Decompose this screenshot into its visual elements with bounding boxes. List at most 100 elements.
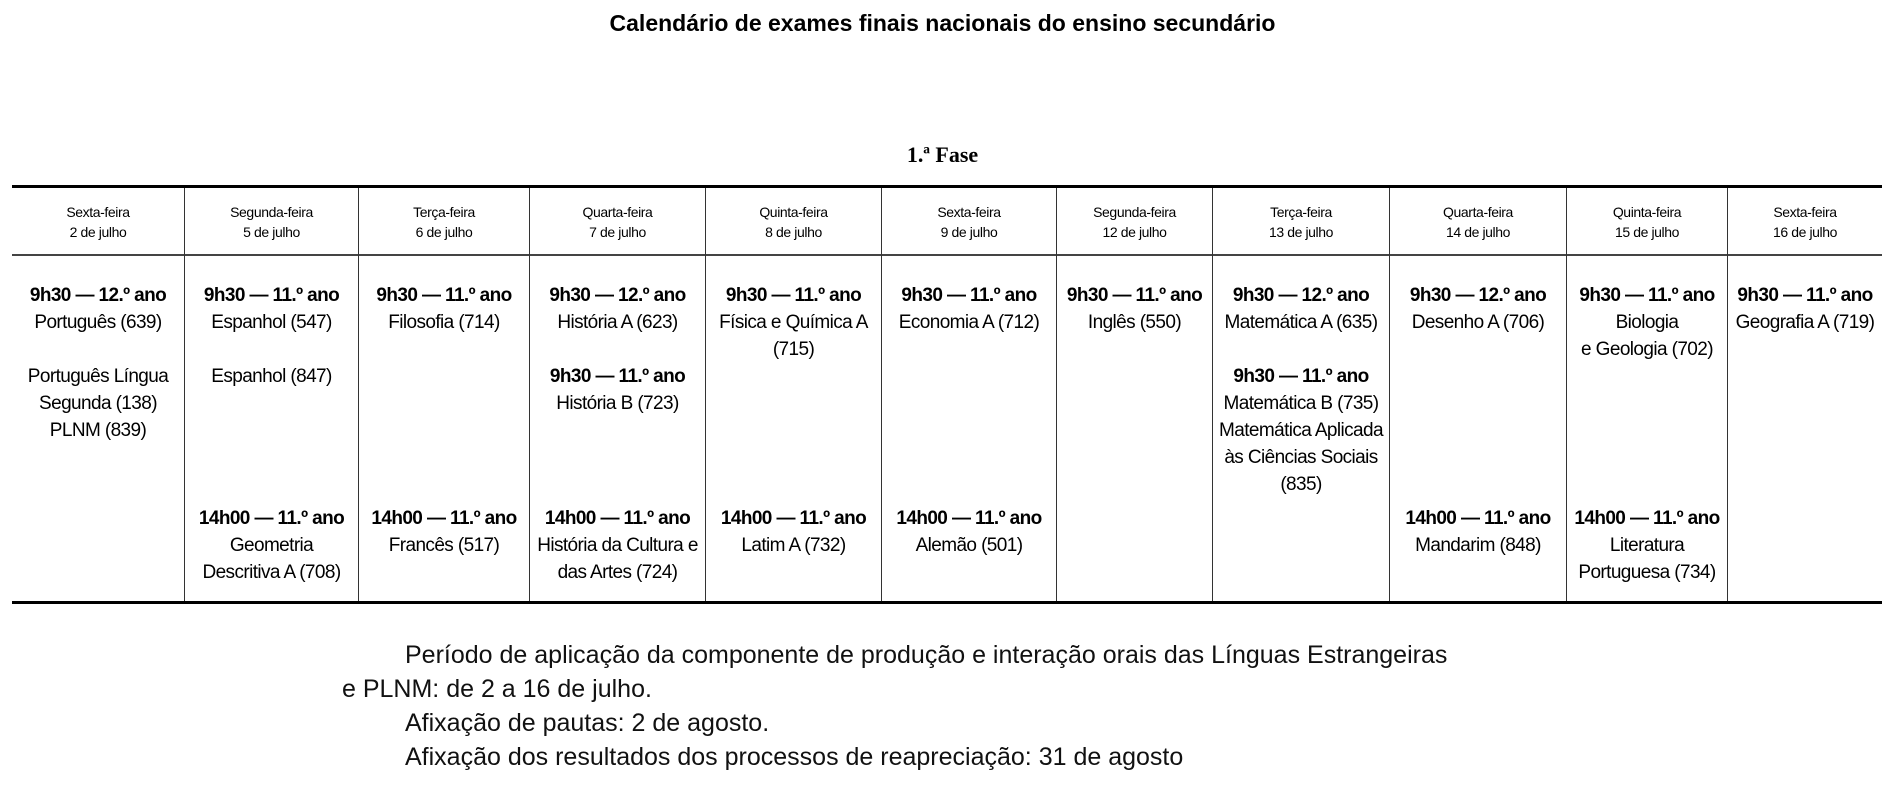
exam-subject: Matemática Aplicada [1219,420,1384,441]
exam-subject: Matemática A (635) [1224,312,1378,333]
morning-exams: 9h30 — 12.º ano Português (639) Português … [12,282,184,444]
exam-subject: Segunda (138) [39,393,158,414]
exam-entry: 9h30 — 12.º ano Português (639) [12,282,184,336]
exam-entry: 9h30 — 11.º ano Matemática B (735) Matemát… [1213,363,1389,498]
exam-subject: História A (623) [557,312,678,333]
day-exams: 9h30 — 11.º ano Física e Química A (715) 14… [706,256,881,596]
exam-entry: Português Língua Segunda (138) PLNM (839) [12,363,184,444]
day-exams: 9h30 — 11.º ano Biologia e Geologia (702) 1… [1567,256,1727,596]
date-label: 16 de julho [1772,224,1838,240]
morning-exams: 9h30 — 12.º ano Matemática A (635) 9h30 — … [1213,282,1389,498]
exam-time: 14h00 — 11.º ano [371,508,517,529]
weekday-label: Quinta-feira [1612,204,1682,220]
date-label: 2 de julho [69,224,127,240]
weekday-label: Terça-feira [1270,204,1332,220]
day-header: Segunda-feira 5 de julho [185,188,358,256]
exam-subject: Mandarim (848) [1415,535,1541,556]
exam-entry: 9h30 — 11.º ano Espanhol (547) [185,282,358,336]
exam-time: 9h30 — 12.º ano [1409,285,1547,306]
exam-time: 14h00 — 11.º ano [720,508,867,529]
exam-subject: e Geologia (702) [1581,339,1714,360]
day-header: Segunda-feira 12 de julho [1057,188,1212,256]
weekday-label: Segunda-feira [1093,204,1176,220]
day-exams: 9h30 — 12.º ano Desenho A (706) 14h00 — 11… [1390,256,1566,596]
weekday-label: Sexta-feira [66,204,130,220]
exam-subject: PLNM (839) [49,420,147,441]
day-column: Terça-feira 6 de julho 9h30 — 11.º ano Filo… [358,188,529,601]
exam-time: 14h00 — 11.º ano [198,508,345,529]
exam-entry: 14h00 — 11.º ano Francês (517) [359,505,529,559]
weekday-label: Segunda-feira [230,204,313,220]
day-column: Quinta-feira 8 de julho 9h30 — 11.º ano Fís… [705,188,881,601]
appeal-results-date: Afixação dos resultados dos processos de… [405,743,1184,771]
exam-subject: Biologia [1615,312,1679,333]
afternoon-exams: 14h00 — 11.º ano Alemão (501) [882,505,1056,559]
exam-entry: 9h30 — 11.º ano Economia A (712) [882,282,1056,336]
weekday-label: Quinta-feira [759,204,828,220]
exam-subject: (835) [1280,474,1322,495]
date-label: 7 de julho [589,224,646,240]
date-label: 12 de julho [1102,224,1167,240]
day-exams: 9h30 — 11.º ano Inglês (550) [1057,256,1212,596]
footer-notes: Período de aplicação da componente de pr… [0,638,1447,774]
exam-subject: Inglês (550) [1087,312,1182,333]
exam-entry: 9h30 — 11.º ano Filosofia (714) [359,282,529,336]
exam-time: 9h30 — 11.º ano [376,285,512,306]
afternoon-exams: 14h00 — 11.º ano Literatura Portuguesa (73… [1567,505,1727,586]
exam-subject: Português (639) [34,312,162,333]
day-column: Sexta-feira 16 de julho 9h30 — 11.º ano Geo… [1727,188,1882,601]
day-column: Terça-feira 13 de julho 9h30 — 12.º ano Mat… [1212,188,1389,601]
exam-entry: 9h30 — 11.º ano História B (723) [530,363,705,417]
exam-subject: das Artes (724) [557,562,678,583]
day-column: Sexta-feira 9 de julho 9h30 — 11.º ano Econ… [881,188,1056,601]
exam-subject: História da Cultura e [537,535,698,556]
day-header: Quinta-feira 8 de julho [706,188,881,256]
date-label: 13 de julho [1268,224,1334,240]
exam-entry: 9h30 — 11.º ano Biologia e Geologia (702) [1567,282,1727,363]
day-column: Segunda-feira 5 de julho 9h30 — 11.º ano Es… [184,188,358,601]
exam-subject: Matemática B (735) [1223,393,1380,414]
exam-entry: 9h30 — 12.º ano Matemática A (635) [1213,282,1389,336]
morning-exams: 9h30 — 11.º ano Biologia e Geologia (702) [1567,282,1727,363]
day-exams: 9h30 — 11.º ano Geografia A (719) [1728,256,1882,596]
morning-exams: 9h30 — 12.º ano História A (623) 9h30 — 11… [530,282,705,417]
exam-entry: 14h00 — 11.º ano Alemão (501) [882,505,1056,559]
weekday-label: Quarta-feira [582,204,653,220]
day-column: Quinta-feira 15 de julho 9h30 — 11.º ano Bi… [1566,188,1727,601]
day-exams: 9h30 — 11.º ano Espanhol (547) Espanhol (8… [185,256,358,596]
exam-entry: 14h00 — 11.º ano História da Cultura e das… [530,505,705,586]
exam-time: 9h30 — 11.º ano [549,366,686,387]
exam-time: 9h30 — 11.º ano [1579,285,1715,306]
exam-entry: 9h30 — 12.º ano Desenho A (706) [1390,282,1566,336]
exam-time: 14h00 — 11.º ano [896,508,1042,529]
exam-subject: Alemão (501) [915,535,1023,556]
exam-subject: Desenho A (706) [1411,312,1545,333]
day-exams: 9h30 — 11.º ano Economia A (712) 14h00 — 1… [882,256,1056,596]
exam-entry: 9h30 — 12.º ano História A (623) [530,282,705,336]
phase-heading: 1.ª Fase [906,142,979,167]
exam-time: 9h30 — 11.º ano [1066,285,1203,306]
exam-time: 14h00 — 11.º ano [1574,508,1720,529]
day-header: Quinta-feira 15 de julho [1567,188,1727,256]
exam-subject: Economia A (712) [898,312,1040,333]
exam-entry: 14h00 — 11.º ano Geometria Descritiva A (7… [185,505,358,586]
day-header: Sexta-feira 16 de julho [1728,188,1882,256]
exam-subject: Espanhol (547) [211,312,332,333]
exam-entry: 9h30 — 11.º ano Geografia A (719) [1728,282,1882,336]
date-label: 15 de julho [1614,224,1680,240]
morning-exams: 9h30 — 11.º ano Geografia A (719) [1728,282,1882,336]
day-header: Terça-feira 13 de julho [1213,188,1389,256]
exam-subject: Geometria [229,535,314,556]
morning-exams: 9h30 — 11.º ano Filosofia (714) [359,282,529,336]
exam-subject: às Ciências Sociais [1224,447,1378,468]
oral-component-period-line1: Período de aplicação da componente de pr… [405,641,1448,669]
exam-entry: 14h00 — 11.º ano Latim A (732) [706,505,881,559]
exam-entry: 9h30 — 11.º ano Física e Química A (715) [706,282,881,363]
exam-entry: Espanhol (847) [185,363,358,390]
day-header: Sexta-feira 2 de julho [12,188,184,256]
day-column: Sexta-feira 2 de julho 9h30 — 12.º ano Port… [12,188,184,601]
weekday-label: Sexta-feira [1773,204,1837,220]
grades-posting-date: Afixação de pautas: 2 de agosto. [405,709,770,737]
exam-subject: Descritiva A (708) [202,562,341,583]
exam-subject: (715) [772,339,815,360]
